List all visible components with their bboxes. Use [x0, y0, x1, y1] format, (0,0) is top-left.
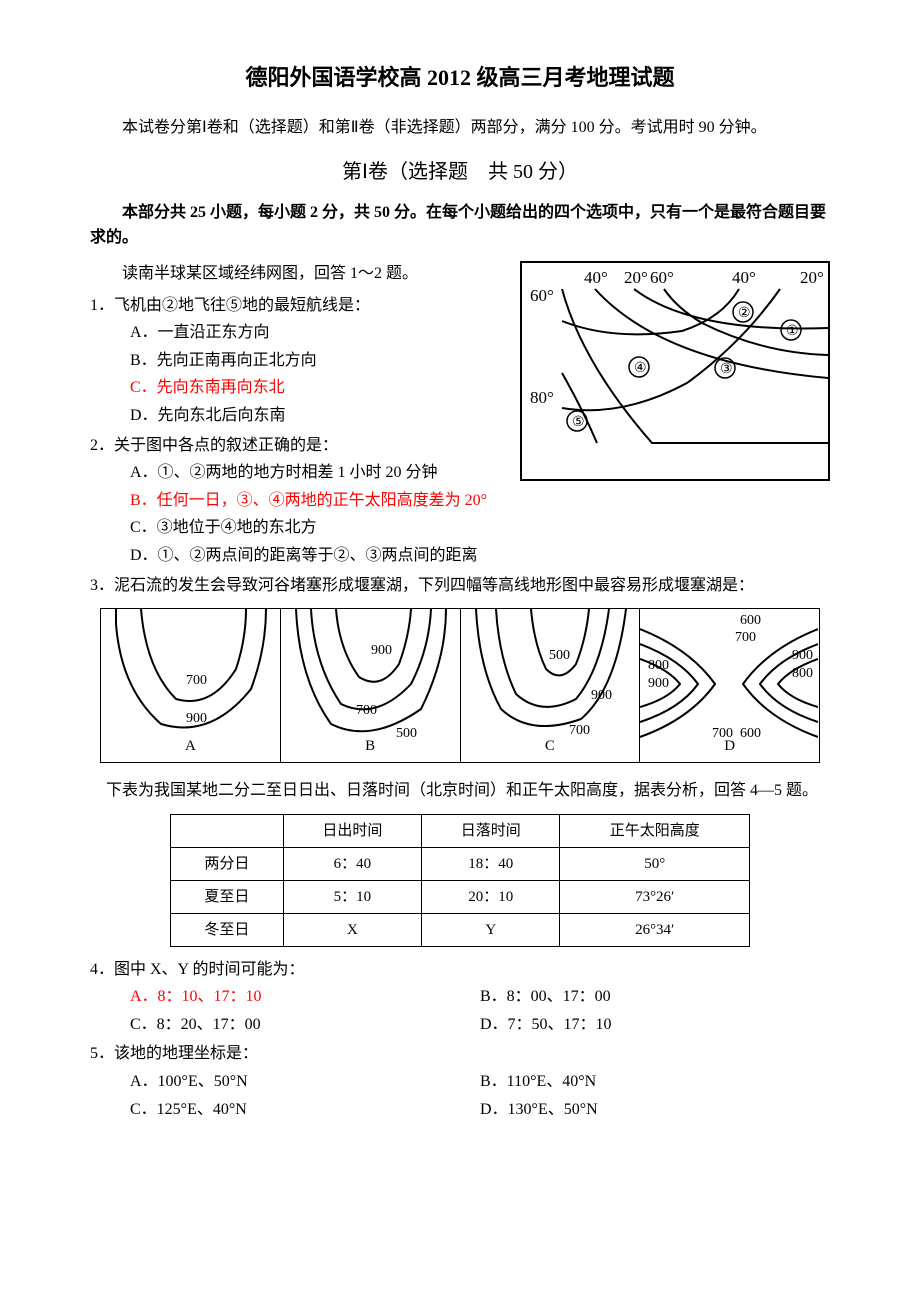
q4-option-a: A．8：10、17：10	[130, 984, 480, 1010]
contour-panel-b: 900 700 500 B	[281, 609, 461, 762]
table-header	[171, 814, 284, 847]
contour-label: 700	[186, 673, 207, 688]
table-cell: 5：10	[283, 880, 421, 913]
contour-label: 900	[371, 643, 392, 658]
table-cell: X	[283, 913, 421, 946]
table-header: 日落时间	[422, 814, 560, 847]
question-4: 4．图中 X、Y 的时间可能为： A．8：10、17：10 B．8：00、17：…	[90, 957, 830, 1038]
contour-figure: 700 900 A 900 700 500 B 500 900	[100, 608, 820, 763]
contour-label: 900	[648, 676, 669, 691]
contour-label: 700	[735, 630, 756, 645]
data-table: 日出时间 日落时间 正午太阳高度 两分日 6：40 18：40 50° 夏至日 …	[170, 814, 750, 947]
table-cell: 两分日	[171, 847, 284, 880]
coord-label: 40°	[584, 268, 608, 287]
coord-label: 20°	[624, 268, 648, 287]
q5-option-c: C．125°E、40°N	[130, 1097, 480, 1123]
exam-intro: 本试卷分第Ⅰ卷和（选择题）和第Ⅱ卷（非选择题）两部分，满分 100 分。考试用时…	[90, 115, 830, 141]
coord-label: 40°	[732, 268, 756, 287]
table-cell: 18：40	[422, 847, 560, 880]
map-point: ④	[634, 361, 647, 376]
table-cell: 夏至日	[171, 880, 284, 913]
table-header: 日出时间	[283, 814, 421, 847]
q4-stem: 4．图中 X、Y 的时间可能为：	[90, 957, 830, 983]
q5-option-d: D．130°E、50°N	[480, 1097, 830, 1123]
table-cell: 20：10	[422, 880, 560, 913]
q2-option-c: C．③地位于④地的东北方	[90, 515, 830, 541]
contour-label: 700	[569, 723, 590, 738]
table-cell: 26°34′	[560, 913, 750, 946]
contour-label: 600	[740, 613, 761, 628]
table-row: 夏至日 5：10 20：10 73°26′	[171, 880, 750, 913]
q2-option-d: D．①、②两点间的距离等于②、③两点间的距离	[90, 543, 830, 569]
table-cell: 73°26′	[560, 880, 750, 913]
table-cell: 50°	[560, 847, 750, 880]
q4-option-c: C．8：20、17：00	[130, 1012, 480, 1038]
coord-label: 60°	[650, 268, 674, 287]
panel-label-a: A	[185, 734, 196, 758]
contour-panel-c: 500 900 700 C	[461, 609, 641, 762]
table-cell: Y	[422, 913, 560, 946]
question-3: 3．泥石流的发生会导致河谷堵塞形成堰塞湖，下列四幅等高线地形图中最容易形成堰塞湖…	[90, 573, 830, 599]
question-5: 5．该地的地理坐标是： A．100°E、50°N B．110°E、40°N C．…	[90, 1041, 830, 1122]
contour-label: 500	[549, 648, 570, 663]
contour-label: 800	[792, 666, 813, 681]
table-cell: 6：40	[283, 847, 421, 880]
contour-label: 600	[740, 726, 761, 741]
contour-label: 900	[186, 711, 207, 726]
panel-label-b: B	[365, 734, 375, 758]
table-header: 正午太阳高度	[560, 814, 750, 847]
contour-label: 900	[792, 648, 813, 663]
q4-option-b: B．8：00、17：00	[480, 984, 830, 1010]
passage2-intro: 下表为我国某地二分二至日日出、日落时间（北京时间）和正午太阳高度，据表分析，回答…	[90, 778, 830, 804]
map-point: ③	[720, 362, 733, 377]
table-row: 两分日 6：40 18：40 50°	[171, 847, 750, 880]
section-instructions: 本部分共 25 小题，每小题 2 分，共 50 分。在每个小题给出的四个选项中，…	[90, 200, 830, 251]
q3-stem: 3．泥石流的发生会导致河谷堵塞形成堰塞湖，下列四幅等高线地形图中最容易形成堰塞湖…	[90, 573, 830, 599]
contour-label: 900	[591, 688, 612, 703]
table-header-row: 日出时间 日落时间 正午太阳高度	[171, 814, 750, 847]
contour-panel-a: 700 900 A	[101, 609, 281, 762]
q5-stem: 5．该地的地理坐标是：	[90, 1041, 830, 1067]
contour-label: 800	[648, 658, 669, 673]
coord-label: 80°	[530, 388, 554, 407]
coord-label: 60°	[530, 286, 554, 305]
map-figure: 40° 20° 60° 40° 20° 60° 80° ① ② ③ ④ ⑤	[520, 261, 830, 481]
q5-option-a: A．100°E、50°N	[130, 1069, 480, 1095]
contour-label: 500	[396, 726, 417, 741]
panel-label-d: D	[724, 734, 735, 758]
map-point: ⑤	[572, 415, 585, 430]
section-title: 第Ⅰ卷（选择题 共 50 分）	[90, 156, 830, 188]
coord-label: 20°	[800, 268, 824, 287]
contour-label: 700	[356, 703, 377, 718]
contour-panel-d: 600 700 800 900 700 600 900 800 D	[640, 609, 819, 762]
map-point: ①	[786, 324, 799, 339]
map-point: ②	[738, 306, 751, 321]
exam-title: 德阳外国语学校高 2012 级高三月考地理试题	[90, 60, 830, 95]
panel-label-c: C	[545, 734, 555, 758]
q5-option-b: B．110°E、40°N	[480, 1069, 830, 1095]
table-cell: 冬至日	[171, 913, 284, 946]
q4-option-d: D．7：50、17：10	[480, 1012, 830, 1038]
q2-option-b: B．任何一日，③、④两地的正午太阳高度差为 20°	[90, 488, 830, 514]
table-row: 冬至日 X Y 26°34′	[171, 913, 750, 946]
